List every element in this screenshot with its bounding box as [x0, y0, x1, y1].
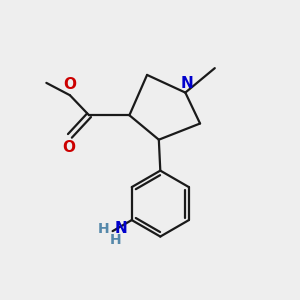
Text: O: O [63, 77, 76, 92]
Text: H: H [98, 222, 109, 236]
Text: O: O [62, 140, 75, 155]
Text: H: H [110, 233, 122, 247]
Text: N: N [180, 76, 193, 91]
Text: N: N [114, 221, 127, 236]
